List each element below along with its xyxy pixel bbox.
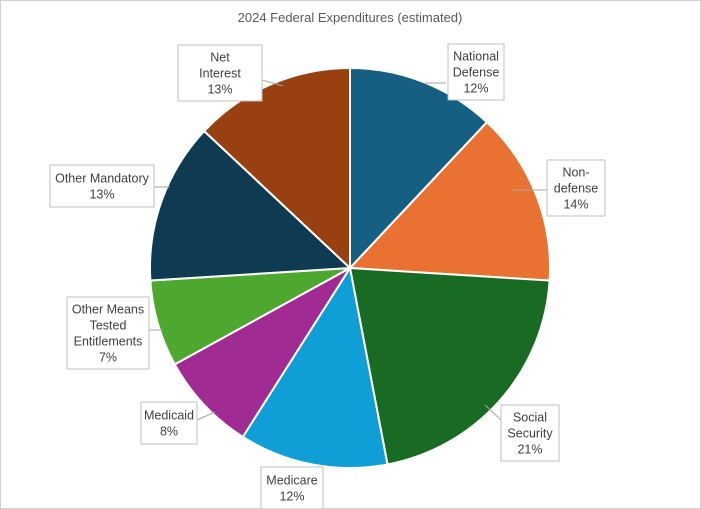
label-line: 13% xyxy=(89,188,114,202)
label-line: Other Means xyxy=(72,303,144,317)
label-line: Interest xyxy=(199,67,241,81)
data-label-medicare: Medicare 12% xyxy=(260,466,324,509)
leader-line xyxy=(484,404,502,421)
label-box xyxy=(546,159,606,217)
label-box xyxy=(49,164,155,208)
pie-slice-medicare xyxy=(241,265,389,469)
label-line: defense xyxy=(554,182,599,196)
label-line: Non- xyxy=(562,166,589,180)
pie-slice-social-security xyxy=(348,266,551,466)
leader-line xyxy=(196,411,216,421)
data-labels: National Defense 12% Non-defense 14% Social Se… xyxy=(49,43,606,509)
pie-slices xyxy=(148,66,552,469)
label-box xyxy=(177,44,263,102)
label-line: 12% xyxy=(279,490,304,504)
pie-slice-medicaid xyxy=(173,267,351,439)
label-line: Social xyxy=(513,411,547,425)
label-line: Other Mandatory xyxy=(55,172,150,186)
data-label-medicaid: Medicaid 8% xyxy=(140,401,216,445)
label-line: Entitlements xyxy=(74,335,143,349)
label-line: Medicaid xyxy=(144,409,194,423)
pie-slice-net-interest xyxy=(202,66,351,271)
leader-line xyxy=(261,79,284,87)
label-line: Tested xyxy=(90,319,127,333)
label-line: 21% xyxy=(517,443,542,457)
label-box xyxy=(500,404,560,462)
data-label-other-mandatory: Other Mandatory 13% xyxy=(49,164,170,208)
label-line: 8% xyxy=(160,425,178,439)
label-line: 13% xyxy=(207,83,232,97)
pie-slice-national-defense xyxy=(349,66,489,271)
pie-slice-non-defense xyxy=(347,120,552,282)
label-box xyxy=(260,466,324,509)
label-box xyxy=(447,43,505,101)
label-line: 12% xyxy=(463,82,488,96)
data-label-non-defense: Non-defense 14% xyxy=(512,159,606,217)
data-label-net-interest: Net Interest 13% xyxy=(177,44,284,102)
label-line: Medicare xyxy=(266,474,317,488)
label-box xyxy=(140,401,198,445)
label-line: Security xyxy=(507,427,553,441)
label-line: Defense xyxy=(453,66,500,80)
label-line: Net xyxy=(210,51,230,65)
data-label-social-security: Social Security 21% xyxy=(484,404,560,462)
pie-slice-other-mandatory xyxy=(148,129,353,282)
chart-title: 2024 Federal Expenditures (estimated) xyxy=(238,10,463,25)
label-box xyxy=(66,296,150,370)
label-line: 7% xyxy=(99,351,117,365)
label-line: National xyxy=(453,50,499,64)
data-label-national-defense: National Defense 12% xyxy=(425,43,505,101)
data-label-other-means-tested-entitlements: Other Means Tested Entitlements 7% xyxy=(66,296,163,370)
label-line: 14% xyxy=(563,198,588,212)
